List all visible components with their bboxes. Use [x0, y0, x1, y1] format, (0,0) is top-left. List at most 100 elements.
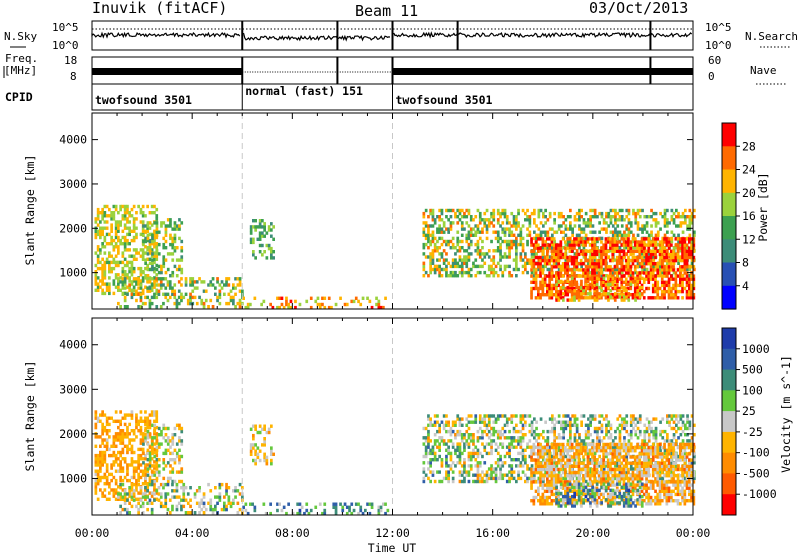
- scatter-cell: [638, 243, 641, 246]
- scatter-cell: [522, 249, 525, 252]
- scatter-cell: [101, 217, 104, 220]
- scatter-cell: [623, 231, 626, 234]
- scatter-cell: [488, 430, 491, 433]
- scatter-cell: [230, 290, 233, 293]
- scatter-cell: [128, 227, 131, 230]
- scatter-cell: [200, 499, 203, 502]
- scatter-cell: [468, 442, 471, 445]
- scatter-cell: [596, 283, 599, 286]
- scatter-cell: [151, 474, 154, 477]
- scatter-cell: [589, 424, 592, 427]
- scatter-cell: [488, 436, 491, 439]
- colorbar-tick-label: 16: [742, 209, 756, 223]
- scatter-cell: [553, 417, 556, 420]
- scatter-cell: [250, 453, 253, 456]
- scatter-cell: [504, 461, 507, 464]
- scatter-cell: [182, 296, 185, 299]
- scatter-cell: [459, 455, 462, 458]
- scatter-cell: [641, 231, 644, 234]
- scatter-cell: [441, 458, 444, 461]
- scatter-cell: [580, 414, 583, 417]
- scatter-cell: [147, 474, 150, 477]
- scatter-cell: [230, 299, 233, 302]
- scatter-cell: [119, 486, 122, 489]
- scatter-cell: [589, 215, 592, 218]
- scatter-cell: [266, 231, 269, 234]
- scatter-cell: [174, 461, 177, 464]
- scatter-cell: [510, 234, 513, 237]
- scatter-cell: [682, 215, 685, 218]
- scatter-cell: [584, 243, 587, 246]
- scatter-cell: [686, 215, 689, 218]
- scatter-cell: [668, 278, 671, 281]
- scatter-cell: [119, 454, 122, 457]
- scatter-cell: [285, 300, 288, 303]
- scatter-cell: [569, 424, 572, 427]
- scatter-cell: [670, 290, 673, 293]
- scatter-cell: [119, 423, 122, 426]
- scatter-cell: [147, 430, 150, 433]
- scatter-cell: [600, 240, 603, 243]
- scatter-cell: [508, 249, 511, 252]
- scatter-cell: [232, 499, 235, 502]
- scatter-cell: [596, 277, 599, 280]
- scatter-cell: [122, 273, 125, 276]
- scatter-cell: [178, 449, 181, 452]
- scatter-cell: [468, 212, 471, 215]
- scatter-cell: [447, 470, 450, 473]
- scatter-cell: [569, 227, 572, 230]
- scatter-cell: [162, 283, 165, 286]
- scatter-cell: [212, 305, 215, 308]
- scatter-cell: [526, 477, 529, 480]
- scatter-cell: [569, 237, 572, 240]
- scatter-cell: [668, 259, 671, 262]
- scatter-cell: [558, 280, 561, 283]
- scatter-cell: [508, 455, 511, 458]
- scatter-cell: [573, 289, 576, 292]
- scatter-cell: [144, 486, 147, 489]
- scatter-cell: [684, 240, 687, 243]
- scatter-cell: [468, 224, 471, 227]
- scatter-cell: [681, 287, 684, 290]
- scatter-cell: [593, 281, 596, 284]
- scatter-cell: [627, 292, 630, 295]
- scatter-cell: [436, 421, 439, 424]
- scatter-cell: [162, 505, 165, 508]
- scatter-cell: [501, 464, 504, 467]
- scatter-cell: [643, 253, 646, 256]
- scatter-cell: [668, 287, 671, 290]
- scatter-cell: [510, 274, 513, 277]
- scatter-cell: [456, 215, 459, 218]
- scatter-cell: [614, 250, 617, 253]
- scatter-cell: [239, 277, 242, 280]
- scatter-cell: [441, 480, 444, 483]
- scatter-cell: [110, 230, 113, 233]
- scatter-cell: [625, 224, 628, 227]
- scatter-cell: [506, 480, 509, 483]
- scatter-cell: [690, 250, 693, 253]
- scatter-cell: [569, 427, 572, 430]
- scatter-cell: [126, 217, 129, 220]
- scatter-cell: [117, 495, 120, 498]
- scatter-cell: [659, 227, 662, 230]
- scatter-cell: [634, 287, 637, 290]
- scatter-cell: [655, 212, 658, 215]
- scatter-cell: [459, 218, 462, 221]
- scatter-cell: [580, 280, 583, 283]
- scatter-cell: [203, 502, 206, 505]
- scatter-cell: [601, 215, 604, 218]
- scatter-cell: [522, 246, 525, 249]
- scatter-cell: [445, 215, 448, 218]
- scatter-cell: [423, 221, 426, 224]
- scatter-cell: [434, 414, 437, 417]
- scatter-cell: [553, 430, 556, 433]
- scatter-cell: [560, 224, 563, 227]
- scatter-cell: [645, 253, 648, 256]
- scatter-cell: [587, 280, 590, 283]
- scatter-cell: [585, 212, 588, 215]
- scatter-cell: [551, 265, 554, 268]
- scatter-cell: [682, 212, 685, 215]
- scatter-cell: [153, 436, 156, 439]
- scatter-cell: [504, 231, 507, 234]
- scatter-cell: [673, 221, 676, 224]
